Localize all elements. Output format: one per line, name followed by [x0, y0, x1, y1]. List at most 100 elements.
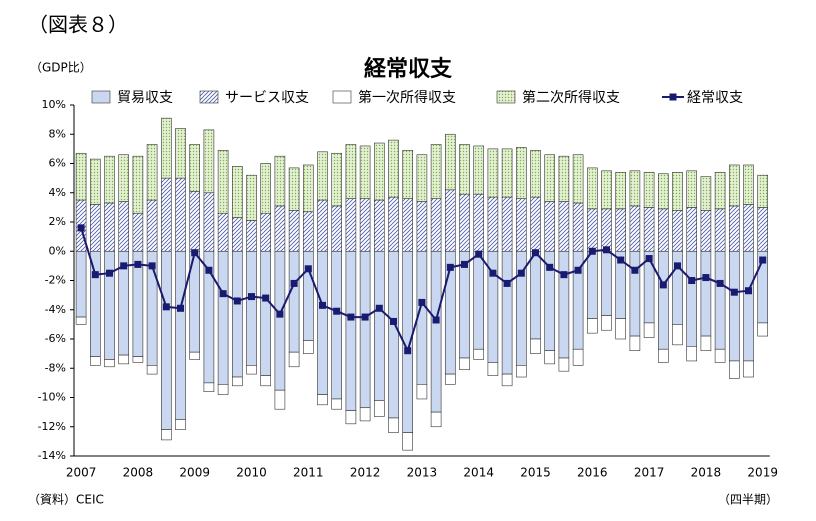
bar [444, 373, 456, 385]
line-marker [446, 263, 454, 271]
line-marker [574, 266, 582, 274]
x-tick-label: 2008 [123, 466, 154, 480]
bar [132, 212, 144, 252]
line-marker [759, 256, 767, 264]
bar [530, 196, 541, 252]
bar [459, 193, 470, 252]
bar [217, 150, 229, 214]
bar [189, 351, 200, 360]
bar [615, 318, 627, 340]
bar [714, 171, 726, 210]
line-marker [560, 271, 568, 279]
x-tick-label: 2017 [634, 466, 665, 480]
bar [203, 382, 215, 392]
bar [686, 346, 698, 362]
bar [757, 322, 769, 337]
line-marker [77, 224, 85, 232]
y-tick-label: -8% [45, 361, 66, 374]
line-marker [489, 269, 497, 277]
bar [345, 410, 357, 425]
bar [90, 356, 101, 366]
bar [388, 417, 399, 433]
bar [317, 394, 328, 406]
bar [402, 432, 414, 451]
bar [743, 250, 754, 362]
bar [317, 151, 328, 201]
bar [700, 176, 712, 211]
y-tick-label: 6% [49, 157, 66, 170]
bar [643, 322, 655, 338]
bar [686, 207, 698, 252]
bar [572, 202, 584, 252]
line-marker [219, 290, 227, 298]
x-tick-label: 2007 [66, 466, 97, 480]
bar [615, 171, 627, 210]
line-marker [91, 271, 99, 279]
line-marker [290, 279, 298, 287]
x-tick-label: 2013 [407, 466, 438, 480]
line-marker [461, 260, 468, 268]
y-tick-label: 0% [49, 244, 66, 257]
y-tick-label: 2% [49, 215, 66, 228]
legend-label: 第二次所得収支 [522, 89, 620, 106]
bar [402, 198, 414, 252]
legend-swatch [199, 90, 219, 104]
y-tick-label: -14% [38, 449, 66, 462]
bar [90, 158, 101, 205]
bar [118, 154, 129, 202]
line-marker [645, 255, 653, 263]
bar [572, 154, 584, 204]
bar [331, 205, 343, 252]
bar [146, 144, 158, 201]
bar [572, 348, 584, 366]
line-marker [432, 316, 440, 324]
bar [232, 166, 243, 218]
legend-swatch [332, 90, 352, 104]
line-marker [233, 297, 241, 305]
line-marker [148, 262, 156, 270]
bar [544, 350, 556, 365]
bar [501, 196, 513, 252]
bar [501, 148, 513, 198]
bar [345, 198, 357, 252]
bar [643, 171, 655, 208]
line-marker [319, 301, 326, 309]
bar [75, 316, 87, 325]
line-marker [716, 279, 724, 287]
legend-bg [86, 88, 770, 106]
x-tick-label: 2019 [747, 466, 778, 480]
legend-label: 経常収支 [687, 90, 743, 106]
bar [586, 208, 598, 252]
bar [260, 375, 272, 387]
line-marker [745, 287, 752, 295]
bar [657, 173, 669, 210]
bar [501, 373, 513, 387]
bar [146, 199, 158, 252]
bar [700, 210, 712, 252]
bar [686, 250, 698, 347]
legend-label: 第一次所得収支 [358, 89, 456, 106]
bar [459, 357, 470, 371]
line-marker [177, 304, 184, 312]
bar [302, 211, 314, 252]
bar [416, 201, 428, 252]
bar [416, 384, 428, 400]
bar [331, 152, 343, 207]
bar [530, 150, 541, 198]
bar [232, 217, 243, 252]
bar [743, 164, 754, 205]
bar [373, 250, 385, 401]
bar [402, 150, 414, 199]
y-axis-label: （GDP比） [30, 61, 92, 75]
bar [274, 389, 286, 410]
line-marker [205, 266, 213, 274]
line-marker [702, 274, 710, 282]
line-marker [631, 266, 639, 274]
bar [203, 192, 215, 252]
y-tick-label: -6% [45, 332, 66, 345]
bar [260, 212, 272, 252]
bar [118, 354, 129, 365]
line-marker [546, 263, 554, 271]
bar [388, 196, 399, 252]
